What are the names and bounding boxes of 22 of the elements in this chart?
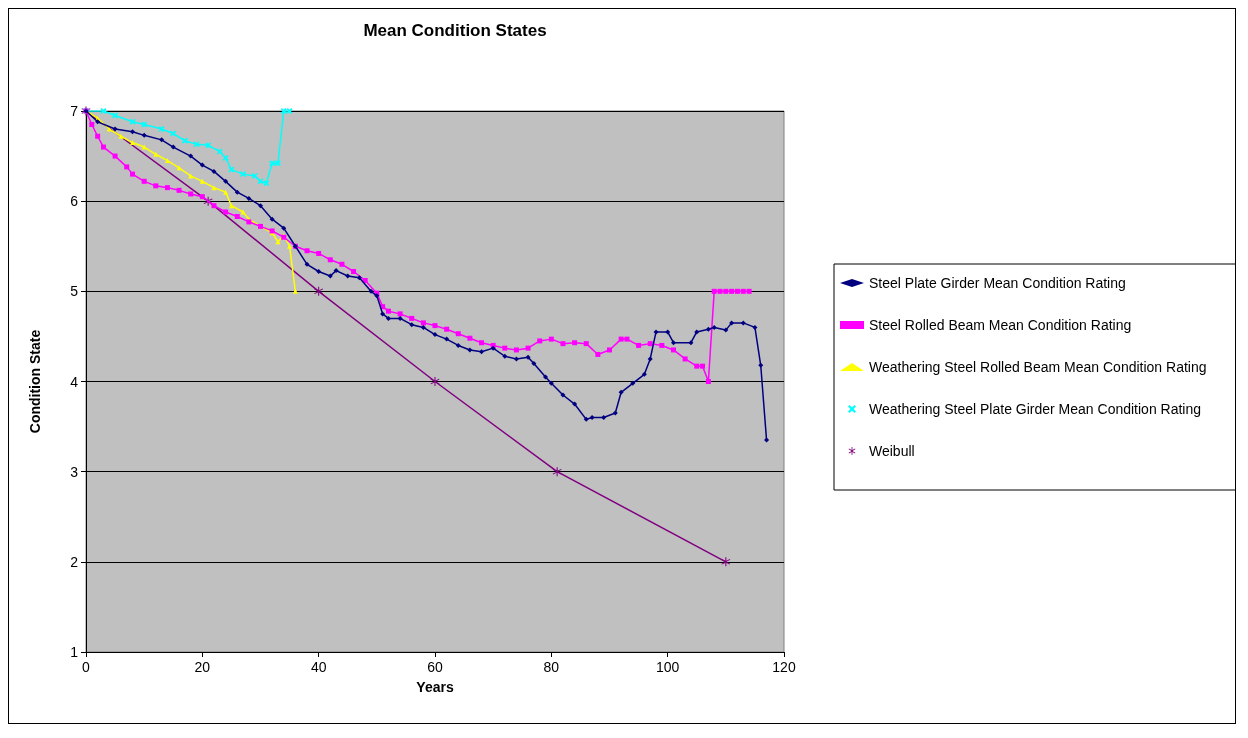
legend-label: Steel Rolled Beam Mean Condition Rating [869, 317, 1132, 333]
legend-label: Weibull [869, 443, 915, 459]
y-tick-label: 1 [70, 644, 79, 660]
y-tick-label: 7 [70, 103, 79, 119]
y-tick-label: 2 [70, 553, 79, 570]
x-axis-title: Years [416, 679, 454, 695]
chart-title: Mean Condition States [363, 21, 547, 40]
x-tick-label: 100 [655, 659, 680, 675]
x-tick-label: 60 [427, 659, 443, 675]
x-tick-label: 120 [772, 659, 796, 675]
legend-label: Weathering Steel Plate Girder Mean Condition Rating [869, 401, 1202, 417]
x-tick-label: 0 [82, 659, 91, 675]
y-tick-label: 3 [70, 463, 79, 480]
y-tick-label: 4 [70, 373, 79, 390]
legend-label: Steel Plate Girder Mean Condition Rating [869, 275, 1126, 291]
legend-label: Weathering Steel Rolled Beam Mean Condition Rating [869, 359, 1207, 375]
y-tick-label: 5 [70, 283, 79, 300]
y-tick-label: 6 [70, 193, 79, 210]
x-tick-label: 80 [543, 659, 560, 675]
x-tick-label: 40 [310, 659, 327, 675]
y-axis-title: Condition State [27, 329, 43, 434]
x-tick-label: 20 [194, 659, 211, 675]
